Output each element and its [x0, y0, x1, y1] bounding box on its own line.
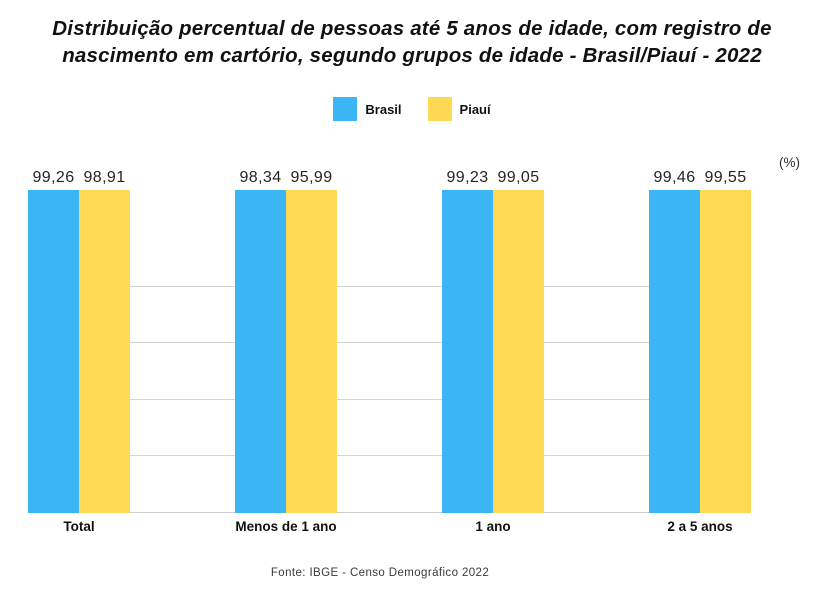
piaui-color-swatch — [427, 97, 452, 121]
bar-column-brasil: 99,26 — [28, 169, 79, 513]
chart-title-line2: nascimento em cartório, segundo grupos d… — [62, 44, 762, 67]
bar-group-3: 99,23 99,05 — [442, 169, 544, 513]
bar-column-brasil: 99,23 — [442, 169, 493, 513]
bar-piauí — [700, 190, 751, 513]
bar-piauí — [79, 190, 130, 513]
bar-piauí — [493, 190, 544, 513]
bar-value-label: 99,46 — [653, 169, 696, 186]
y-axis-unit-label: (%) — [779, 155, 800, 170]
bar-brasil — [28, 190, 79, 513]
bar-value-label: 99,23 — [446, 169, 489, 186]
bar-value-label: 98,91 — [83, 169, 126, 186]
legend-item-brasil: Brasil — [333, 97, 402, 121]
category-label-1-ano: 1 ano — [475, 519, 511, 534]
x-axis-baseline — [28, 512, 751, 513]
category-label-menos-de-1-ano: Menos de 1 ano — [235, 519, 337, 534]
gridline — [28, 342, 751, 343]
source-note: Fonte: IBGE - Censo Demográfico 2022 — [270, 567, 490, 579]
bar-value-label: 99,05 — [497, 169, 540, 186]
category-label-total: Total — [63, 519, 95, 534]
bar-column-brasil: 99,46 — [649, 169, 700, 513]
legend-label-brasil: Brasil — [365, 101, 402, 117]
bar-value-label: 98,34 — [239, 169, 282, 186]
brasil-color-swatch — [333, 97, 358, 121]
category-axis: Total Menos de 1 ano 1 ano 2 a 5 anos — [28, 519, 751, 534]
bar-value-label: 99,26 — [32, 169, 75, 186]
chart-title: Distribuição percentual de pessoas até 5… — [0, 15, 824, 69]
gridline — [28, 455, 751, 456]
legend: Brasil Piauí — [0, 97, 824, 121]
bar-column-piauí: 99,05 — [493, 169, 544, 513]
bar-column-brasil: 98,34 — [235, 169, 286, 513]
bar-brasil — [649, 190, 700, 513]
bar-group-4: 99,46 99,55 — [649, 169, 751, 513]
plot-area: 99,26 98,91 98,34 95,99 99,23 99,05 99,46 99,55 — [28, 169, 751, 513]
category-label-2-a-5-anos: 2 a 5 anos — [667, 519, 733, 534]
gridline — [28, 286, 751, 287]
bar-column-piauí: 99,55 — [700, 169, 751, 513]
chart-title-line1: Distribuição percentual de pessoas até 5… — [52, 17, 772, 40]
legend-label-piaui: Piauí — [459, 101, 491, 117]
bar-value-label: 99,55 — [704, 169, 747, 186]
bar-piauí — [286, 190, 337, 513]
bar-column-piauí: 95,99 — [286, 169, 337, 513]
bar-group-1: 99,26 98,91 — [28, 169, 130, 513]
gridline — [28, 399, 751, 400]
bar-brasil — [235, 190, 286, 513]
bar-brasil — [442, 190, 493, 513]
bar-group-2: 98,34 95,99 — [235, 169, 337, 513]
bar-column-piauí: 98,91 — [79, 169, 130, 513]
legend-item-piaui: Piauí — [427, 97, 491, 121]
plot-groups: 99,26 98,91 98,34 95,99 99,23 99,05 99,46 99,55 — [28, 169, 751, 513]
bar-value-label: 95,99 — [290, 169, 333, 186]
